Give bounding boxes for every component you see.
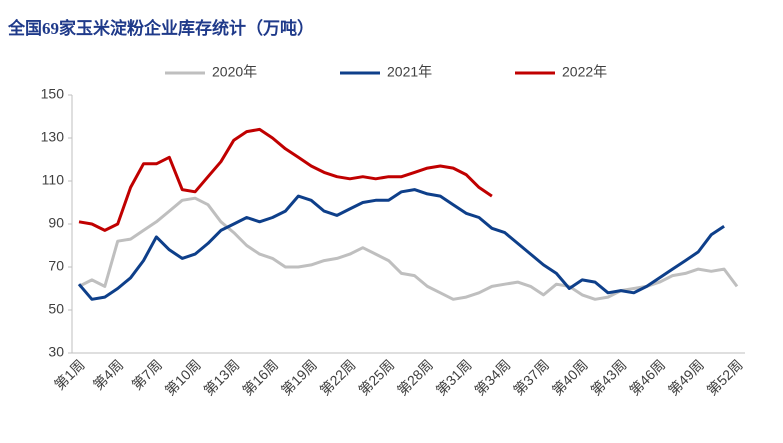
x-tick-label: 第25周 [355,356,397,398]
x-tick-label: 第1周 [51,356,88,393]
series-line [78,196,739,301]
legend-label: 2022年 [562,64,607,80]
x-tick-label: 第49周 [665,356,707,398]
chart-title: 全国69家玉米淀粉企业库存统计（万吨） [7,18,314,38]
x-tick-label: 第7周 [129,356,166,393]
x-tick-label: 第40周 [549,356,591,398]
y-tick-label: 110 [42,172,65,188]
x-tick-label: 第28周 [394,356,436,398]
legend-label: 2020年 [212,64,257,80]
y-tick-label: 150 [41,86,65,102]
series-line [77,188,725,301]
y-tick-label: 130 [41,129,65,145]
x-tick-label: 第19周 [278,356,320,398]
x-tick-label: 第16周 [239,356,281,398]
y-tick-label: 30 [48,344,64,360]
y-tick-label: 70 [48,258,64,274]
x-tick-label: 第43周 [587,356,629,398]
y-tick-label: 90 [48,215,64,231]
x-tick-label: 第34周 [471,356,513,398]
x-tick-label: 第52周 [704,356,746,398]
x-tick-label: 第22周 [317,356,359,398]
y-tick-label: 50 [48,301,64,317]
legend-label: 2021年 [387,64,432,80]
x-tick-label: 第31周 [433,356,475,398]
x-tick-label: 第46周 [626,356,668,398]
x-tick-label: 第4周 [90,356,127,393]
x-tick-label: 第13周 [200,356,242,398]
series-line [78,127,493,232]
x-tick-label: 第10周 [162,356,204,398]
x-tick-label: 第37周 [510,356,552,398]
